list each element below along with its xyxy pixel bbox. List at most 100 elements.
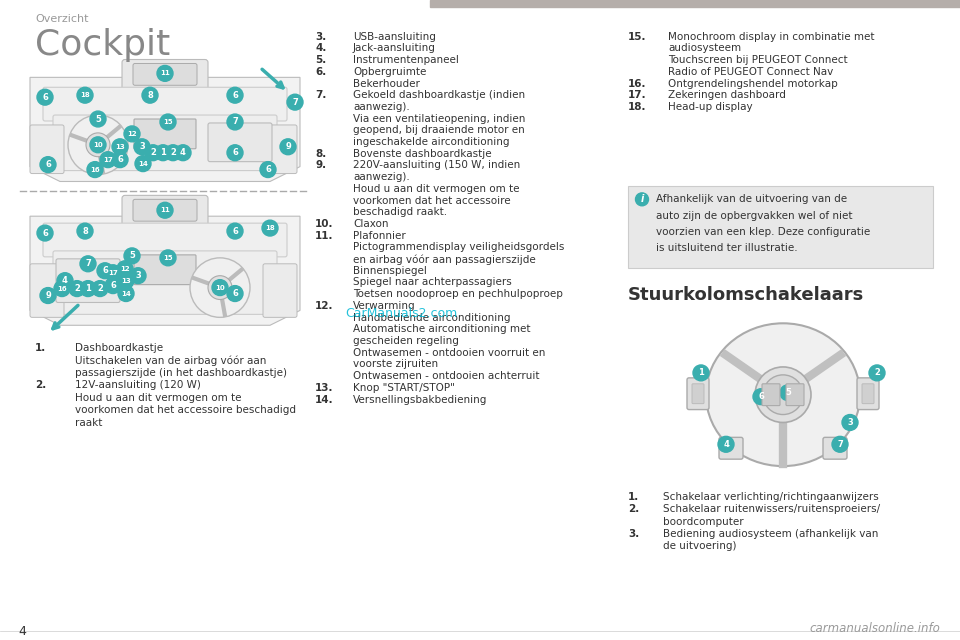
Text: Spiegel naar achterpassagiers: Spiegel naar achterpassagiers	[353, 278, 512, 287]
Text: 2: 2	[874, 369, 880, 378]
Text: Schakelaar ruitenwissers/ruitensproeiers/: Schakelaar ruitenwissers/ruitensproeiers…	[663, 504, 880, 515]
Text: 8.: 8.	[315, 148, 326, 159]
Text: auto zijn de opbergvakken wel of niet: auto zijn de opbergvakken wel of niet	[656, 211, 852, 221]
FancyBboxPatch shape	[628, 186, 933, 268]
Text: 12: 12	[120, 266, 130, 272]
Text: Handbediende airconditioning: Handbediende airconditioning	[353, 312, 511, 323]
Circle shape	[227, 145, 243, 161]
Text: 17: 17	[108, 269, 118, 276]
Text: 4: 4	[18, 625, 26, 638]
Circle shape	[87, 162, 103, 177]
Text: de uitvoering): de uitvoering)	[663, 541, 736, 552]
Text: Stuurkolomschakelaars: Stuurkolomschakelaars	[628, 285, 864, 303]
Circle shape	[77, 223, 93, 239]
Text: ingeschakelde airconditioning: ingeschakelde airconditioning	[353, 137, 510, 147]
Circle shape	[90, 137, 106, 153]
Text: audiosysteem: audiosysteem	[668, 44, 741, 53]
Text: Ontwasemen - ontdooien achterruit: Ontwasemen - ontdooien achterruit	[353, 371, 540, 381]
Text: 6.: 6.	[315, 67, 326, 77]
Circle shape	[90, 111, 106, 127]
Text: Radio of PEUGEOT Connect Nav: Radio of PEUGEOT Connect Nav	[668, 67, 833, 77]
FancyBboxPatch shape	[719, 437, 743, 459]
Text: 13.: 13.	[315, 383, 333, 393]
Circle shape	[112, 152, 128, 168]
Circle shape	[69, 281, 85, 296]
Text: 12.: 12.	[315, 301, 333, 311]
Text: 1.: 1.	[628, 492, 639, 502]
Text: 1: 1	[698, 369, 704, 378]
Text: boordcomputer: boordcomputer	[663, 516, 744, 527]
Text: en airbag vóór aan passagierszijde: en airbag vóór aan passagierszijde	[353, 254, 536, 264]
Text: 12V-aansluiting (120 W): 12V-aansluiting (120 W)	[75, 380, 201, 390]
Circle shape	[208, 276, 232, 300]
Text: Plafonnier: Plafonnier	[353, 230, 406, 241]
Text: 16: 16	[58, 285, 67, 292]
Text: 2: 2	[74, 284, 80, 293]
Text: 6: 6	[758, 392, 764, 401]
Text: Schakelaar verlichting/richtingaanwijzers: Schakelaar verlichting/richtingaanwijzer…	[663, 492, 878, 502]
Text: Knop "START/STOP": Knop "START/STOP"	[353, 383, 455, 393]
FancyBboxPatch shape	[53, 251, 277, 314]
Text: 4: 4	[723, 440, 729, 449]
Text: voorzien van een klep. Deze configuratie: voorzien van een klep. Deze configuratie	[656, 227, 871, 237]
Text: Houd u aan dit vermogen om te: Houd u aan dit vermogen om te	[75, 393, 242, 403]
Text: 5: 5	[785, 388, 791, 397]
FancyBboxPatch shape	[862, 384, 874, 404]
Text: carmanualsonline.info: carmanualsonline.info	[809, 621, 940, 635]
Text: 9: 9	[285, 142, 291, 151]
Circle shape	[145, 145, 161, 161]
Text: 9.: 9.	[315, 161, 326, 170]
Text: Gekoeld dashboardkastje (indien: Gekoeld dashboardkastje (indien	[353, 90, 525, 100]
Text: Pictogrammendisplay veiligheidsgordels: Pictogrammendisplay veiligheidsgordels	[353, 243, 564, 252]
Circle shape	[80, 256, 96, 272]
Text: 18: 18	[265, 225, 275, 231]
Circle shape	[636, 193, 649, 206]
Text: Binnenspiegel: Binnenspiegel	[353, 266, 427, 276]
Text: 3: 3	[135, 271, 141, 280]
Circle shape	[160, 114, 176, 130]
Text: CarManuals2.com: CarManuals2.com	[345, 307, 457, 321]
Circle shape	[763, 375, 803, 415]
Circle shape	[227, 223, 243, 239]
Circle shape	[124, 126, 140, 142]
FancyBboxPatch shape	[857, 378, 879, 410]
Text: 7.: 7.	[315, 90, 326, 100]
Text: Ontgrendelingshendel motorkap: Ontgrendelingshendel motorkap	[668, 79, 838, 88]
Circle shape	[157, 202, 173, 218]
Circle shape	[118, 273, 134, 289]
Text: 6: 6	[45, 160, 51, 169]
Text: 11.: 11.	[315, 230, 333, 241]
Text: 14.: 14.	[315, 394, 334, 404]
Text: 9: 9	[45, 291, 51, 300]
Text: 7: 7	[85, 259, 91, 268]
Circle shape	[155, 145, 171, 161]
Text: 7: 7	[232, 118, 238, 127]
Text: voorkomen dat het accessoire beschadigd: voorkomen dat het accessoire beschadigd	[75, 405, 296, 415]
Text: Versnellingsbakbediening: Versnellingsbakbediening	[353, 394, 488, 404]
Text: 6: 6	[42, 93, 48, 102]
Text: 17.: 17.	[628, 90, 647, 100]
Text: Uitschakelen van de airbag vóór aan: Uitschakelen van de airbag vóór aan	[75, 356, 266, 366]
Text: 5: 5	[95, 115, 101, 124]
Circle shape	[753, 388, 769, 404]
Circle shape	[68, 115, 128, 175]
Text: 18.: 18.	[628, 102, 646, 112]
Text: 6: 6	[110, 281, 116, 290]
FancyBboxPatch shape	[823, 437, 847, 459]
Text: Verwarming: Verwarming	[353, 301, 416, 311]
Text: Toetsen noodoproep en pechhulpoproep: Toetsen noodoproep en pechhulpoproep	[353, 289, 563, 299]
Text: beschadigd raakt.: beschadigd raakt.	[353, 207, 447, 217]
Circle shape	[105, 265, 121, 281]
Text: raakt: raakt	[75, 417, 103, 428]
Circle shape	[227, 87, 243, 103]
Circle shape	[175, 145, 191, 161]
FancyBboxPatch shape	[53, 115, 277, 171]
Text: geopend, bij draaiende motor en: geopend, bij draaiende motor en	[353, 125, 525, 135]
FancyBboxPatch shape	[786, 384, 804, 406]
Text: 6: 6	[42, 228, 48, 237]
Circle shape	[287, 94, 303, 110]
Text: 8: 8	[147, 91, 153, 100]
Text: 18: 18	[80, 92, 90, 98]
Bar	[430, 0, 960, 7]
Text: 10: 10	[215, 285, 225, 291]
